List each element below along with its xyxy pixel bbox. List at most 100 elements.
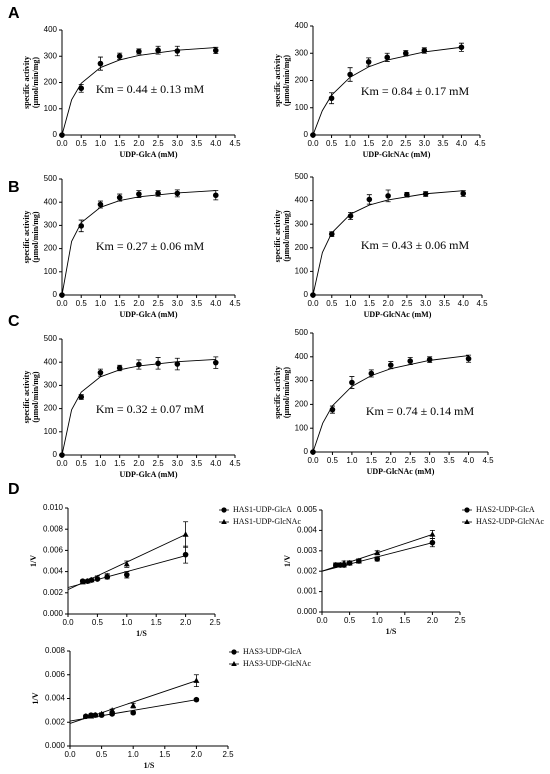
x-tick-label: 1.5 [364, 299, 376, 308]
x-tick-label: 0.0 [307, 456, 319, 465]
y-tick-label: 300 [44, 51, 58, 60]
legend-marker [231, 661, 237, 666]
data-point [374, 556, 381, 562]
data-point [458, 44, 465, 51]
y-axis-label: (μmol/min/mg) [31, 57, 40, 109]
annotation: Km = 0.44 ± 0.13 mM [96, 82, 205, 96]
x-tick-label: 4.5 [482, 456, 494, 465]
y-axis-label: 1/V [283, 555, 292, 567]
y-tick-label: 0.004 [297, 526, 318, 535]
y-axis-label: 1/V [31, 692, 40, 704]
data-point [366, 196, 373, 203]
y-axis-label: (μmol/min/mg) [282, 55, 291, 107]
y-tick-label: 400 [44, 197, 58, 206]
x-tick-label: 1.5 [363, 139, 375, 148]
data-point [136, 361, 142, 368]
data-point [429, 539, 436, 546]
data-point [429, 531, 436, 537]
x-tick-label: 0.5 [326, 299, 338, 308]
x-axis-label: UDP-GlcNAc (mM) [363, 150, 431, 159]
x-tick-label: 1.0 [346, 456, 358, 465]
data-point [193, 677, 200, 683]
x-tick-label: 0.5 [327, 456, 339, 465]
x-tick-label: 4.5 [229, 139, 241, 148]
data-point [59, 452, 65, 458]
data-point [387, 362, 394, 368]
fit-curve [61, 47, 216, 136]
y-axis-label: (μmol/min/mg) [31, 211, 40, 263]
x-axis-label: 1/S [386, 627, 397, 636]
data-point [193, 696, 200, 703]
x-tick-label: 2.0 [133, 459, 145, 468]
x-tick-label: 4.5 [474, 139, 486, 148]
y-tick-label: 0.003 [297, 546, 318, 555]
x-tick-label: 4.0 [463, 456, 475, 465]
data-point [347, 71, 353, 78]
data-point [79, 579, 86, 585]
data-point [88, 576, 95, 583]
data-point [329, 406, 336, 413]
x-tick-label: 2.5 [153, 299, 165, 308]
x-tick-label: 3.0 [172, 299, 184, 308]
y-axis-label: specific activity [22, 211, 31, 264]
data-point [130, 702, 137, 708]
x-tick-label: 2.5 [405, 456, 417, 465]
y-axis-label: (μmol/min/mg) [282, 210, 291, 262]
x-tick-label: 1.0 [128, 750, 140, 759]
annotation: Km = 0.32 ± 0.07 mM [96, 402, 205, 416]
data-point [59, 132, 65, 138]
x-tick-label: 0.0 [307, 299, 319, 308]
data-point [97, 60, 104, 67]
legend-marker [221, 519, 227, 524]
data-point [212, 47, 219, 54]
y-tick-label: 0.001 [297, 587, 318, 596]
data-point [310, 292, 316, 298]
x-tick-label: 4.5 [229, 299, 241, 308]
y-tick-label: 100 [44, 104, 58, 113]
fit-curve [312, 190, 464, 296]
data-point [94, 574, 101, 581]
data-point [155, 47, 161, 54]
data-point [332, 561, 339, 568]
x-tick-label: 1.0 [95, 459, 107, 468]
x-axis-label: 1/S [144, 761, 155, 770]
y-axis-label: specific activity [273, 54, 282, 107]
panel-label: C [8, 313, 20, 330]
data-point [124, 571, 130, 578]
data-point [182, 531, 189, 537]
x-axis-label: UDP-GlcA (mM) [120, 470, 178, 479]
y-tick-label: 0.004 [43, 567, 64, 576]
x-tick-label: 2.0 [133, 299, 145, 308]
x-tick-label: 0.0 [56, 459, 68, 468]
data-point [407, 358, 414, 364]
annotation: Km = 0.84 ± 0.17 mM [361, 84, 470, 98]
y-tick-label: 400 [295, 21, 309, 30]
data-point [426, 356, 433, 363]
panel-label: A [8, 5, 20, 22]
y-axis-label: 1/V [29, 555, 38, 567]
data-point [347, 213, 354, 219]
y-axis-label: specific activity [273, 210, 282, 263]
data-point [98, 710, 105, 717]
y-tick-label: 0.004 [45, 694, 66, 703]
x-tick-label: 4.0 [456, 139, 468, 148]
data-point [59, 292, 65, 298]
data-point [328, 95, 335, 102]
annotation: Km = 0.74 ± 0.14 mM [366, 404, 475, 418]
data-point [310, 449, 316, 455]
x-tick-label: 0.0 [64, 750, 76, 759]
x-tick-label: 1.0 [95, 299, 107, 308]
fit-curve [312, 46, 462, 136]
x-tick-label: 3.5 [191, 299, 203, 308]
data-point [310, 132, 316, 138]
y-axis-label: (μmol/min/mg) [282, 367, 291, 419]
data-point [402, 50, 409, 57]
x-tick-label: 2.0 [385, 456, 397, 465]
y-tick-label: 100 [295, 423, 309, 432]
x-tick-label: 0.5 [96, 750, 108, 759]
x-tick-label: 4.0 [210, 459, 222, 468]
legend-label: HAS1-UDP-GlcNAc [233, 517, 301, 526]
data-point [104, 572, 111, 579]
y-tick-label: 300 [44, 381, 58, 390]
data-point [212, 359, 219, 366]
